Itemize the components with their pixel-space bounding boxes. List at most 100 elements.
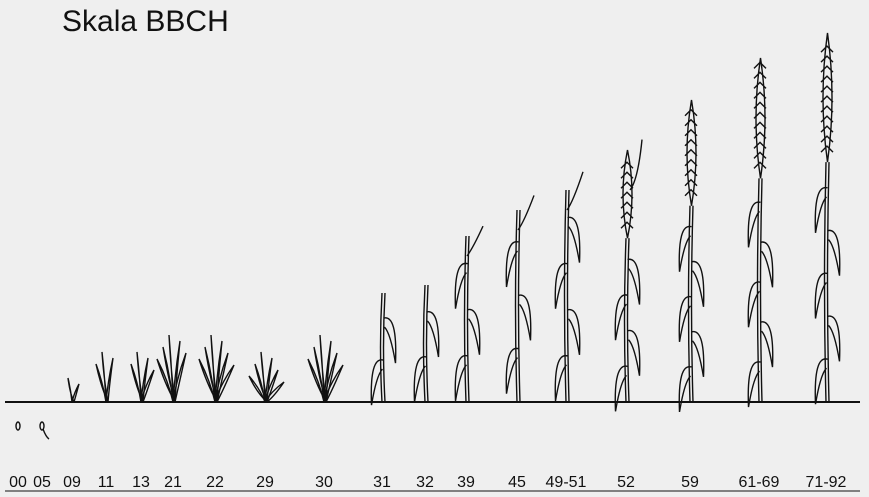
spikelet <box>684 178 698 187</box>
flag-leaf <box>466 225 484 257</box>
leaf <box>130 363 144 403</box>
leaf <box>319 334 327 403</box>
spikelet <box>620 171 634 179</box>
stage-label: 45 <box>508 474 526 491</box>
leaf <box>254 363 268 403</box>
leaf <box>264 381 285 403</box>
plant <box>814 32 841 405</box>
leaf <box>454 355 468 402</box>
leaf <box>554 355 568 402</box>
seed <box>15 421 21 431</box>
spikelet <box>753 151 767 159</box>
leaf <box>614 294 628 341</box>
spikelet <box>753 81 767 89</box>
leaf <box>554 262 568 309</box>
plant <box>67 377 80 403</box>
spikelet <box>753 101 767 109</box>
plant <box>15 421 21 431</box>
stage-label: 31 <box>373 474 391 491</box>
spikelet <box>753 111 767 119</box>
leaf <box>101 351 109 403</box>
plant <box>505 195 535 403</box>
leaf <box>95 363 109 403</box>
spikelet <box>753 161 767 169</box>
flag-leaf <box>517 195 535 231</box>
spikelet <box>620 211 634 219</box>
spikelet <box>620 221 634 229</box>
spikelet <box>820 75 834 83</box>
stem <box>422 284 426 403</box>
stem <box>687 205 691 403</box>
plant <box>156 334 187 403</box>
plants <box>15 32 841 440</box>
stage-label: 00 <box>9 474 27 491</box>
leaf <box>172 352 187 403</box>
leaf <box>156 358 176 403</box>
spikelet <box>684 158 698 167</box>
stage-label: 22 <box>206 474 224 491</box>
awn <box>629 139 643 191</box>
leaf <box>627 329 641 376</box>
plant <box>307 334 344 403</box>
leaf <box>71 383 80 403</box>
title: Skala BBCH <box>62 5 229 38</box>
stage-label: 32 <box>416 474 434 491</box>
plant <box>454 225 484 403</box>
plant <box>747 57 774 408</box>
spikelet <box>820 95 834 103</box>
leaf <box>307 358 327 403</box>
leaf <box>567 216 581 263</box>
leaf <box>413 356 427 403</box>
spikelet <box>820 105 834 113</box>
spikelet <box>684 138 698 147</box>
stage-label: 13 <box>132 474 150 491</box>
leaf <box>760 241 774 288</box>
stage-label: 49-51 <box>546 474 587 491</box>
leaf <box>567 308 581 355</box>
spikelet <box>684 128 698 137</box>
stem <box>425 284 429 403</box>
spikelet <box>820 115 834 123</box>
plant <box>678 99 705 413</box>
ear <box>822 32 833 163</box>
spikelet <box>820 45 834 53</box>
leaf <box>198 358 218 403</box>
leaf <box>105 357 114 403</box>
leaf <box>747 281 761 328</box>
plant <box>95 351 114 403</box>
spikelet <box>620 181 634 189</box>
stem <box>566 189 570 403</box>
flag-leaf <box>566 171 584 211</box>
leaf <box>454 262 468 309</box>
ear <box>622 149 633 239</box>
stem <box>382 292 386 403</box>
spikelet <box>684 188 698 197</box>
plant <box>198 334 235 403</box>
leaf <box>313 346 327 403</box>
spikelet <box>684 148 698 157</box>
stage-label: 39 <box>457 474 475 491</box>
plant <box>554 171 584 403</box>
labels: 00 05 09 11 13 21 22 29 30 31 32 39 45 49-51 52 59 61-69… <box>9 474 846 491</box>
leaf <box>691 260 705 307</box>
leaf <box>678 295 692 342</box>
stem <box>623 238 627 403</box>
spikelet <box>753 61 767 69</box>
plant <box>248 351 285 403</box>
leaf <box>383 317 397 364</box>
spikelet <box>820 135 834 143</box>
leaf <box>248 375 268 403</box>
leaf <box>67 377 75 403</box>
leaf <box>264 357 273 403</box>
leaf <box>467 308 481 355</box>
spikelet <box>684 108 698 117</box>
leaf <box>827 315 841 362</box>
stem <box>517 209 521 403</box>
stage-label: 71-92 <box>806 474 847 491</box>
stage-label: 11 <box>98 474 115 491</box>
plant <box>370 292 397 406</box>
leaf <box>827 229 841 276</box>
leaf <box>814 186 828 233</box>
